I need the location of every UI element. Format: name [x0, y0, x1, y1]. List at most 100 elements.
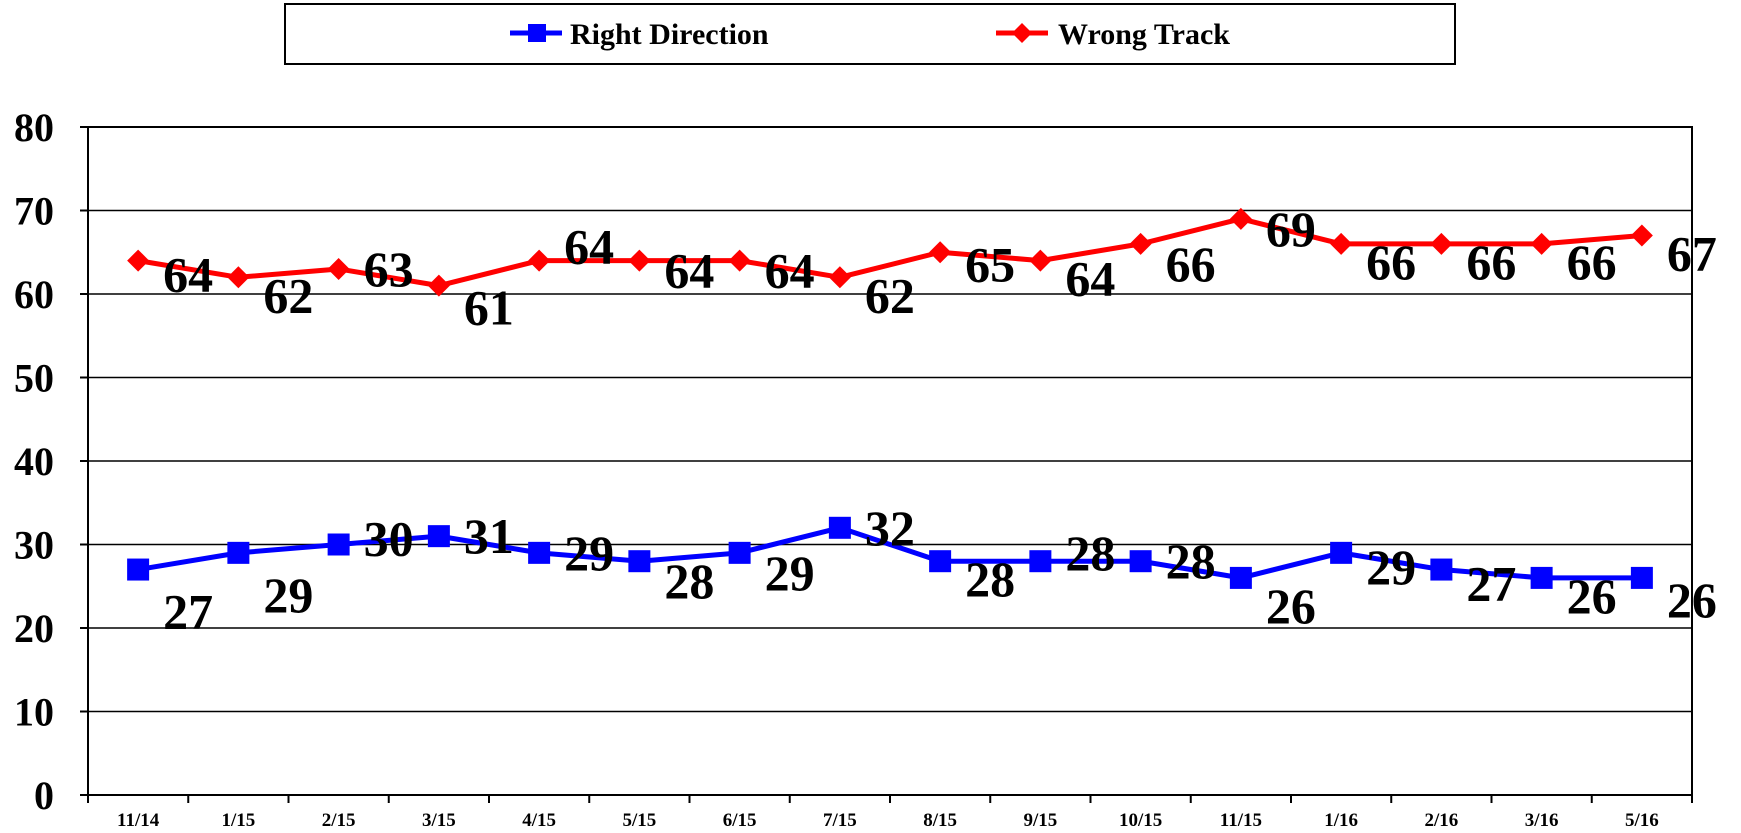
y-tick-label: 60 — [14, 272, 54, 317]
axes: 0 10 20 30 40 50 60 70 80 11/14 1/15 2/15 3/15 4/15 5/… — [14, 105, 1693, 831]
data-point — [327, 533, 350, 556]
legend: Right Direction Wrong Track — [510, 18, 1230, 51]
legend-marker-square-icon — [528, 24, 546, 42]
legend-label: Wrong Track — [1058, 18, 1230, 51]
y-tick-label: 0 — [34, 773, 54, 818]
data-label: 66 — [1567, 234, 1617, 290]
data-point — [1029, 550, 1052, 573]
data-point — [1129, 232, 1152, 255]
data-label: 27 — [163, 584, 213, 640]
x-tick-label: 3/15 — [422, 810, 456, 828]
data-label: 66 — [1166, 236, 1216, 292]
y-tick-label: 20 — [14, 606, 54, 651]
x-tick-label: 10/15 — [1119, 810, 1162, 828]
data-point — [628, 249, 651, 272]
data-label: 30 — [364, 511, 414, 567]
x-tick-label: 4/15 — [522, 810, 556, 828]
data-point — [1630, 566, 1653, 589]
data-point — [828, 516, 851, 539]
x-tick-label: 2/16 — [1424, 810, 1458, 828]
y-tick-label: 70 — [14, 189, 54, 234]
series-line-wrong-track — [137, 216, 1643, 289]
data-point — [929, 241, 952, 264]
data-label: 29 — [1366, 539, 1416, 595]
x-tick-label: 11/14 — [117, 810, 160, 828]
series-group — [127, 207, 1653, 589]
data-label: 28 — [1065, 525, 1115, 581]
data-label: 28 — [965, 551, 1015, 607]
x-tick-label: 8/15 — [923, 810, 957, 828]
data-label: 27 — [1466, 556, 1516, 612]
data-label: 64 — [1065, 251, 1115, 307]
x-tick-label: 5/15 — [622, 810, 656, 828]
y-tick-label: 30 — [14, 523, 54, 568]
data-label: 61 — [464, 280, 514, 336]
series-line-right-direction — [137, 525, 1642, 581]
x-tick-label: 5/16 — [1625, 810, 1659, 828]
x-tick-label: 3/16 — [1525, 810, 1559, 828]
data-label: 63 — [364, 241, 414, 297]
data-label: 29 — [263, 567, 313, 623]
legend-marker-diamond-icon — [1012, 23, 1032, 43]
data-point — [227, 266, 250, 289]
data-label: 32 — [865, 500, 915, 556]
data-label: 29 — [564, 525, 614, 581]
data-point — [327, 257, 350, 280]
data-point — [127, 558, 150, 581]
data-point — [728, 249, 751, 272]
legend-box — [284, 3, 1456, 65]
y-tick-label: 10 — [14, 690, 54, 735]
data-point — [728, 541, 751, 564]
data-label: 64 — [664, 243, 714, 299]
data-point — [1129, 550, 1152, 573]
data-point — [127, 249, 150, 272]
x-tick-label: 6/15 — [723, 810, 757, 828]
y-tick-label: 50 — [14, 356, 54, 401]
y-tick-label: 40 — [14, 439, 54, 484]
data-label: 67 — [1667, 226, 1717, 282]
data-label: 69 — [1266, 201, 1316, 257]
data-point — [929, 550, 952, 573]
y-tick-label: 80 — [14, 105, 54, 150]
data-point — [427, 525, 450, 548]
data-point — [628, 550, 651, 573]
data-label: 65 — [965, 236, 1015, 292]
data-point — [1430, 232, 1453, 255]
data-label: 31 — [464, 508, 514, 564]
data-point — [528, 249, 551, 272]
x-tick-label: 7/15 — [823, 810, 857, 828]
data-point — [1029, 249, 1052, 272]
legend-label: Right Direction — [570, 18, 769, 51]
data-label: 64 — [163, 247, 213, 303]
x-tick-label: 2/15 — [322, 810, 356, 828]
data-label: 62 — [865, 267, 915, 323]
data-point — [1229, 566, 1252, 589]
data-label: 62 — [263, 267, 313, 323]
x-tick-label: 1/15 — [221, 810, 255, 828]
data-label: 66 — [1366, 234, 1416, 290]
data-point — [1530, 566, 1553, 589]
data-point — [1229, 207, 1252, 230]
data-label: 26 — [1667, 572, 1717, 628]
data-point — [1530, 232, 1553, 255]
data-label: 66 — [1466, 234, 1516, 290]
data-label: 29 — [765, 545, 815, 601]
data-label: 28 — [664, 553, 714, 609]
data-point — [227, 541, 250, 564]
data-point — [1630, 224, 1653, 247]
x-tick-label: 1/16 — [1324, 810, 1358, 828]
data-point — [828, 266, 851, 289]
data-label: 26 — [1567, 568, 1617, 624]
data-labels: 27 29 30 31 29 28 29 32 28 28 28 26 29 27 26 26 64 62 63 61… — [163, 201, 1717, 640]
data-point — [1330, 541, 1353, 564]
data-point — [528, 541, 551, 564]
data-point — [427, 274, 450, 297]
data-label: 64 — [564, 219, 614, 275]
data-point — [1430, 558, 1453, 581]
x-tick-label: 11/15 — [1220, 810, 1262, 828]
data-label: 28 — [1166, 533, 1216, 589]
data-label: 64 — [765, 243, 815, 299]
data-label: 26 — [1266, 578, 1316, 634]
